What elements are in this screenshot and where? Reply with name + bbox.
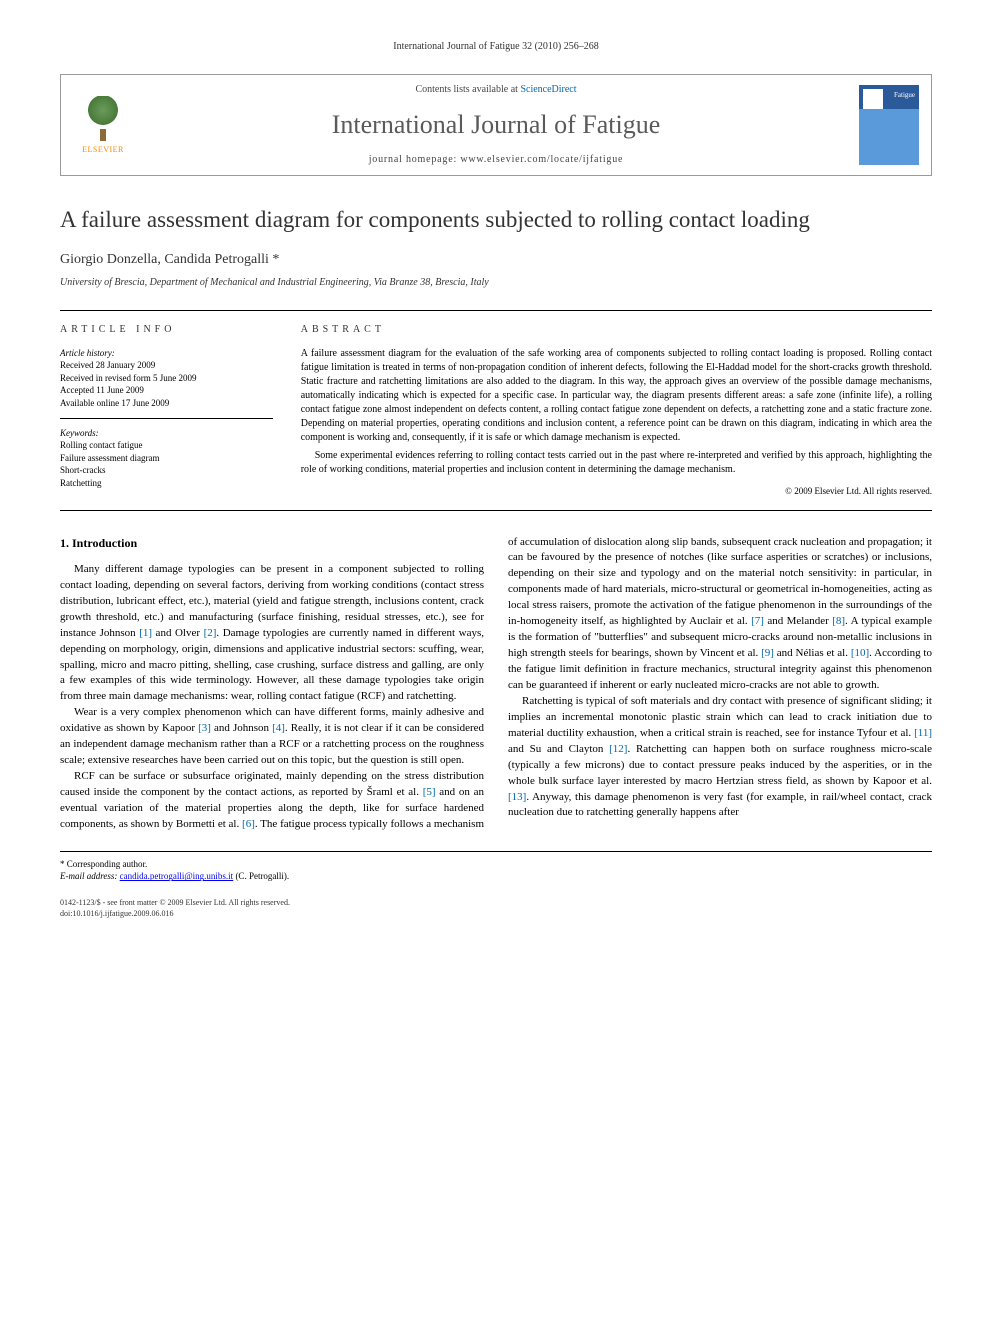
ref-link[interactable]: [11] bbox=[914, 727, 932, 739]
abstract-copyright: © 2009 Elsevier Ltd. All rights reserved… bbox=[301, 485, 932, 498]
ref-link[interactable]: [12] bbox=[609, 743, 627, 755]
body-text: and Johnson bbox=[211, 722, 272, 734]
elsevier-tree-icon bbox=[83, 96, 123, 136]
contents-prefix: Contents lists available at bbox=[415, 84, 520, 95]
affiliation: University of Brescia, Department of Mec… bbox=[60, 276, 932, 290]
abstract-p1: A failure assessment diagram for the eva… bbox=[301, 347, 932, 445]
ref-link[interactable]: [13] bbox=[508, 791, 526, 803]
body-text: . Anyway, this damage phenomenon is very… bbox=[508, 791, 932, 819]
abstract-p2: Some experimental evidences referring to… bbox=[301, 449, 932, 477]
keyword: Short-cracks bbox=[60, 464, 273, 477]
journal-name: International Journal of Fatigue bbox=[151, 107, 841, 143]
info-abstract-row: ARTICLE INFO Article history: Received 2… bbox=[60, 310, 932, 511]
sciencedirect-link[interactable]: ScienceDirect bbox=[520, 84, 576, 95]
cover-thumb-text: Fatigue bbox=[894, 91, 915, 101]
page-footer: 0142-1123/$ - see front matter © 2009 El… bbox=[60, 897, 932, 919]
keyword: Failure assessment diagram bbox=[60, 452, 273, 465]
corresponding-author: * Corresponding author. bbox=[60, 858, 932, 871]
ref-link[interactable]: [3] bbox=[198, 722, 211, 734]
history-line: Received 28 January 2009 bbox=[60, 359, 273, 372]
history-line: Available online 17 June 2009 bbox=[60, 397, 273, 410]
ref-link[interactable]: [4] bbox=[272, 722, 285, 734]
body-text: and Nélias et al. bbox=[774, 647, 851, 659]
contents-line: Contents lists available at ScienceDirec… bbox=[151, 83, 841, 97]
article-title: A failure assessment diagram for compone… bbox=[60, 206, 932, 234]
body-paragraph: Ratchetting is typical of soft materials… bbox=[508, 694, 932, 822]
banner-center: Contents lists available at ScienceDirec… bbox=[151, 83, 841, 167]
body-text: Ratchetting is typical of soft materials… bbox=[508, 695, 932, 739]
keywords-title: Keywords: bbox=[60, 427, 273, 440]
section-heading: 1. Introduction bbox=[60, 535, 484, 552]
abstract-text: A failure assessment diagram for the eva… bbox=[301, 347, 932, 477]
ref-link[interactable]: [5] bbox=[423, 786, 436, 798]
email-line: E-mail address: candida.petrogalli@ing.u… bbox=[60, 870, 932, 883]
abstract-label: ABSTRACT bbox=[301, 323, 932, 337]
publisher-logo: ELSEVIER bbox=[73, 90, 133, 160]
ref-link[interactable]: [7] bbox=[751, 615, 764, 627]
ref-link[interactable]: [10] bbox=[851, 647, 869, 659]
footnote-block: * Corresponding author. E-mail address: … bbox=[60, 851, 932, 883]
keywords-block: Keywords: Rolling contact fatigue Failur… bbox=[60, 427, 273, 498]
history-line: Received in revised form 5 June 2009 bbox=[60, 372, 273, 385]
ref-link[interactable]: [9] bbox=[761, 647, 774, 659]
front-matter-line: 0142-1123/$ - see front matter © 2009 El… bbox=[60, 897, 932, 908]
journal-banner: ELSEVIER Contents lists available at Sci… bbox=[60, 74, 932, 176]
running-header: International Journal of Fatigue 32 (201… bbox=[60, 40, 932, 54]
doi-line: doi:10.1016/j.ijfatigue.2009.06.016 bbox=[60, 908, 932, 919]
journal-cover-thumb: Fatigue bbox=[859, 85, 919, 165]
email-link[interactable]: candida.petrogalli@ing.unibs.it bbox=[120, 871, 234, 881]
ref-link[interactable]: [6] bbox=[242, 818, 255, 830]
keyword: Ratchetting bbox=[60, 477, 273, 490]
body-text: RCF can be surface or subsurface origina… bbox=[60, 770, 484, 798]
body-text: and Su and Clayton bbox=[508, 743, 609, 755]
body-text: and Olver bbox=[152, 627, 204, 639]
article-info-label: ARTICLE INFO bbox=[60, 323, 273, 337]
body-columns: 1. Introduction Many different damage ty… bbox=[60, 535, 932, 833]
email-label: E-mail address: bbox=[60, 871, 120, 881]
body-text: and Melander bbox=[764, 615, 832, 627]
homepage-url: www.elsevier.com/locate/ijfatigue bbox=[460, 154, 623, 165]
homepage-prefix: journal homepage: bbox=[369, 154, 461, 165]
ref-link[interactable]: [2] bbox=[204, 627, 217, 639]
publisher-name: ELSEVIER bbox=[82, 144, 124, 155]
history-line: Accepted 11 June 2009 bbox=[60, 384, 273, 397]
history-title: Article history: bbox=[60, 348, 115, 358]
ref-link[interactable]: [1] bbox=[139, 627, 152, 639]
homepage-line: journal homepage: www.elsevier.com/locat… bbox=[151, 153, 841, 167]
ref-link[interactable]: [8] bbox=[832, 615, 845, 627]
authors: Giorgio Donzella, Candida Petrogalli * bbox=[60, 250, 932, 270]
body-paragraph: Wear is a very complex phenomenon which … bbox=[60, 705, 484, 769]
article-info-col: ARTICLE INFO Article history: Received 2… bbox=[60, 311, 287, 510]
keyword: Rolling contact fatigue bbox=[60, 439, 273, 452]
abstract-col: ABSTRACT A failure assessment diagram fo… bbox=[287, 311, 932, 510]
body-paragraph: Many different damage typologies can be … bbox=[60, 562, 484, 705]
email-suffix: (C. Petrogalli). bbox=[233, 871, 289, 881]
history-block: Article history: Received 28 January 200… bbox=[60, 347, 273, 419]
